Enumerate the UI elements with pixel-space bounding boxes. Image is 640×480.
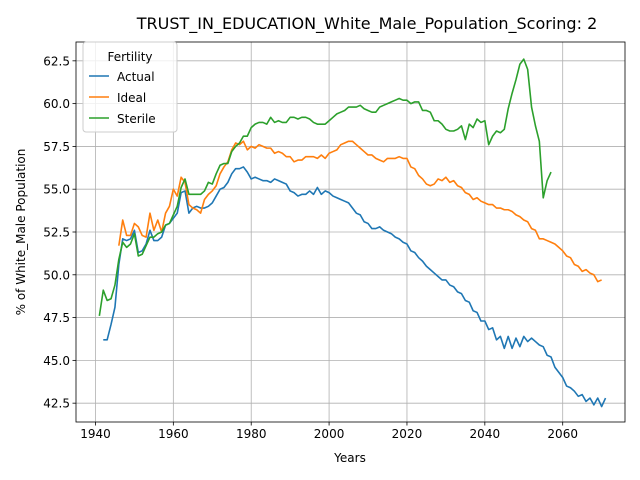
- legend-label-ideal: Ideal: [117, 91, 146, 105]
- y-tick-label: 47.5: [43, 311, 70, 325]
- x-axis-ticks: 1940 1960 1980 2000 2020 2040 2060: [80, 422, 578, 441]
- y-tick-label: 52.5: [43, 226, 70, 240]
- legend: Fertility Actual Ideal Sterile: [82, 41, 178, 133]
- chart-title: TRUST_IN_EDUCATION_White_Male_Population…: [136, 14, 598, 34]
- x-axis-label: Years: [333, 451, 366, 465]
- x-tick-label: 2000: [314, 427, 345, 441]
- legend-label-sterile: Sterile: [117, 112, 156, 126]
- y-tick-label: 57.5: [43, 140, 70, 154]
- series-line-actual: [103, 166, 607, 408]
- y-axis-label: % of White_Male Population: [14, 149, 28, 316]
- x-tick-label: 2020: [392, 427, 423, 441]
- legend-box: [82, 41, 178, 133]
- legend-title: Fertility: [107, 50, 152, 64]
- x-tick-label: 2060: [547, 427, 578, 441]
- legend-label-actual: Actual: [117, 70, 155, 84]
- y-tick-label: 42.5: [43, 397, 70, 411]
- x-tick-label: 1940: [80, 427, 111, 441]
- y-tick-label: 45.0: [43, 354, 70, 368]
- y-axis-ticks: 42.5 45.0 47.5 50.0 52.5 55.0 57.5 60.0 62.5: [43, 54, 76, 411]
- series-line-ideal: [118, 140, 602, 283]
- x-tick-label: 1980: [236, 427, 267, 441]
- y-tick-label: 50.0: [43, 268, 70, 282]
- y-tick-label: 55.0: [43, 183, 70, 197]
- x-tick-label: 1960: [158, 427, 189, 441]
- x-tick-label: 2040: [470, 427, 501, 441]
- grid-lines: [76, 42, 625, 422]
- series-lines: [98, 58, 607, 408]
- series-line-sterile: [98, 58, 552, 316]
- y-tick-label: 60.0: [43, 97, 70, 111]
- y-tick-label: 62.5: [43, 54, 70, 68]
